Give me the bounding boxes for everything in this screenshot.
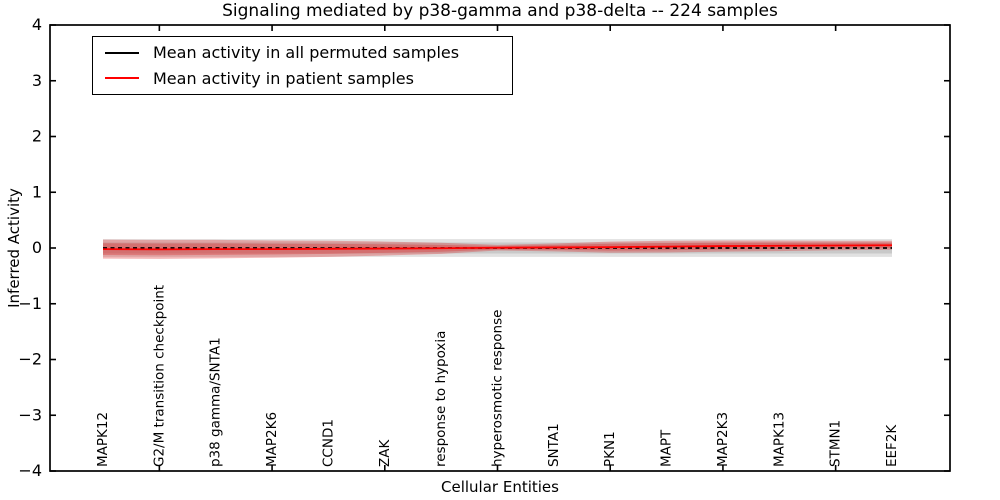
y-tick-label: −2	[18, 350, 42, 369]
x-tick-label: CCND1	[320, 419, 336, 467]
chart-title: Signaling mediated by p38-gamma and p38-…	[222, 1, 778, 21]
band-patient	[103, 239, 892, 259]
x-tick-label: MAPT	[659, 429, 675, 467]
x-tick-label: MAP2K3	[715, 412, 731, 467]
legend-label-patient: Mean activity in patient samples	[153, 68, 414, 88]
y-tick-label: 0	[32, 238, 42, 257]
x-tick-label: MAP2K6	[264, 412, 280, 467]
y-tick-label: 3	[32, 71, 42, 90]
permuted-line-sample-icon	[105, 51, 139, 54]
x-tick-label: SNTA1	[546, 423, 562, 467]
x-tick-label: PKN1	[602, 431, 618, 467]
y-tick-label: 4	[32, 15, 42, 34]
mean-line-patient	[102, 244, 893, 251]
x-tick-label: MAPK12	[95, 412, 111, 467]
x-tick-label: MAPK13	[771, 412, 787, 467]
y-tick-label: 2	[32, 127, 42, 146]
x-tick-label: response to hypoxia	[433, 331, 449, 467]
x-tick-label: G2/M transition checkpoint	[151, 285, 167, 467]
y-tick-label: 1	[32, 182, 42, 201]
x-axis-label: Cellular Entities	[441, 478, 559, 496]
patient-line-sample-icon	[105, 77, 139, 80]
legend-label-permuted: Mean activity in all permuted samples	[153, 43, 460, 63]
y-tick-label: −3	[18, 405, 42, 424]
x-tick-label: p38 gamma/SNTA1	[208, 337, 224, 467]
y-tick-label: −4	[18, 461, 42, 480]
x-tick-label: EEF2K	[884, 424, 900, 467]
legend-item-patient: Mean activity in patient samples	[105, 69, 512, 88]
x-tick-label: ZAK	[377, 439, 393, 467]
x-tick-label: STMN1	[828, 420, 844, 467]
legend-item-permuted: Mean activity in all permuted samples	[105, 43, 512, 62]
y-axis-label: Inferred Activity	[5, 188, 23, 308]
x-tick-label: hyperosmotic response	[490, 310, 506, 467]
legend: Mean activity in all permuted samples Me…	[92, 36, 513, 95]
y-tick-label: −1	[18, 294, 42, 313]
